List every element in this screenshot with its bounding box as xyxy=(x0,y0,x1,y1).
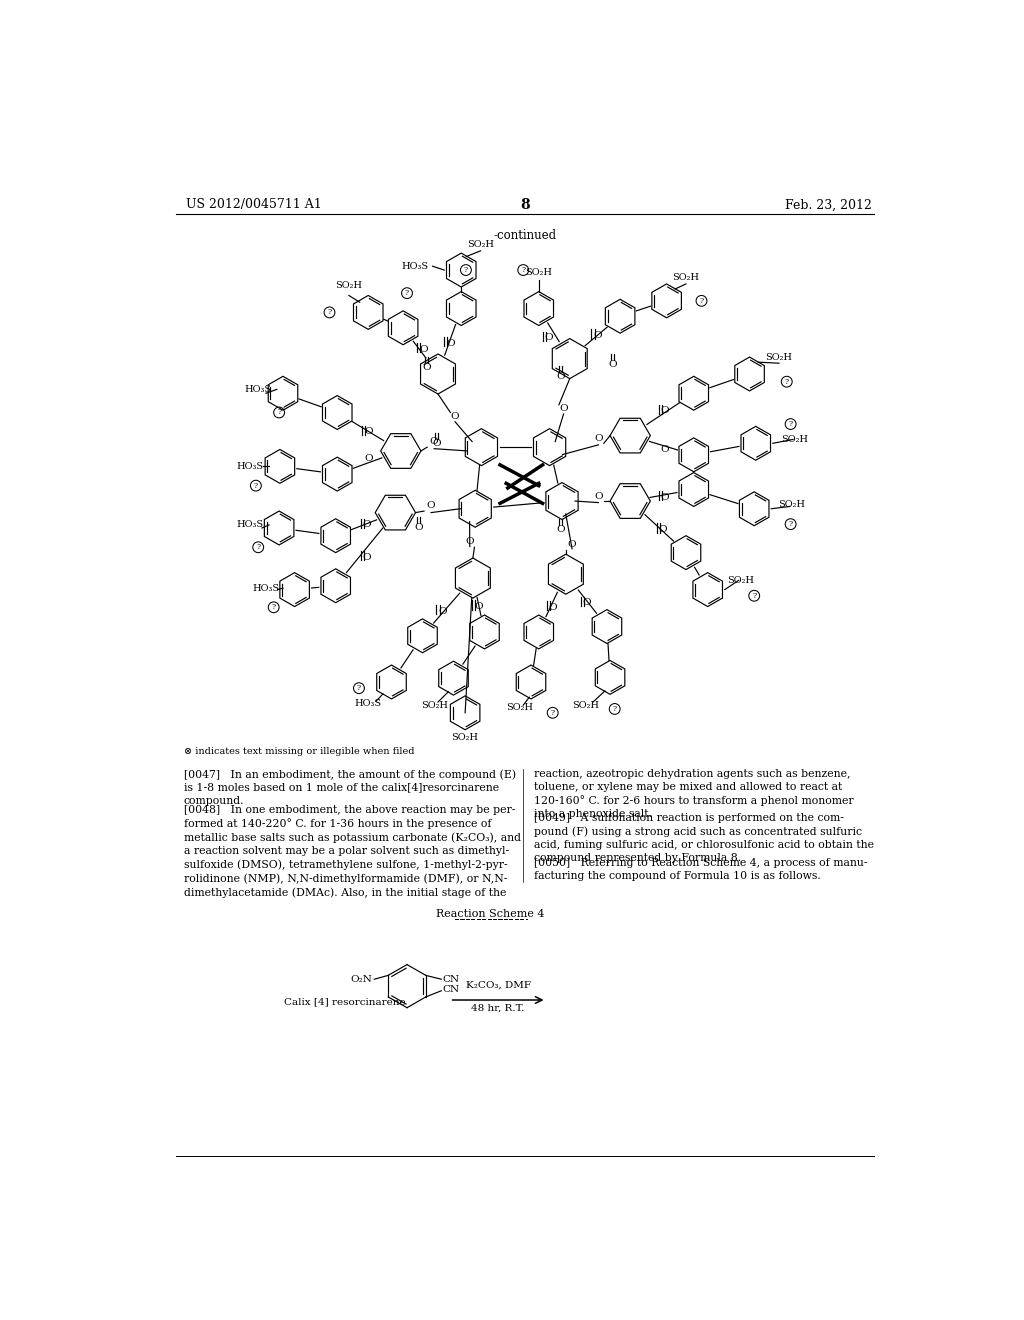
Text: O: O xyxy=(362,553,371,562)
Text: ⊗ indicates text missing or illegible when filed: ⊗ indicates text missing or illegible wh… xyxy=(183,747,415,756)
Text: O: O xyxy=(451,412,460,421)
Text: Feb. 23, 2012: Feb. 23, 2012 xyxy=(785,198,872,211)
Text: -continued: -continued xyxy=(494,230,556,243)
Text: SO₂H: SO₂H xyxy=(467,240,495,249)
Text: Calix [4] resorcinarene: Calix [4] resorcinarene xyxy=(285,998,406,1007)
Text: US 2012/0045711 A1: US 2012/0045711 A1 xyxy=(186,198,322,211)
Text: O: O xyxy=(660,445,670,454)
Text: ?: ? xyxy=(788,520,793,528)
Text: ?: ? xyxy=(328,309,332,317)
Text: SO₂H: SO₂H xyxy=(336,281,362,290)
Text: O: O xyxy=(432,438,440,447)
Text: O: O xyxy=(549,603,557,611)
Text: O: O xyxy=(420,345,428,354)
Text: SO₂H: SO₂H xyxy=(766,352,793,362)
Text: O: O xyxy=(559,404,568,413)
Text: O: O xyxy=(608,360,616,370)
Text: ?: ? xyxy=(753,591,757,599)
Text: SO₂H: SO₂H xyxy=(778,500,805,510)
Text: O: O xyxy=(362,520,371,529)
Text: O: O xyxy=(660,492,670,502)
Text: O: O xyxy=(427,502,435,510)
Text: SO₂H: SO₂H xyxy=(571,701,599,710)
Text: ?: ? xyxy=(551,709,555,717)
Text: K₂CO₃, DMF: K₂CO₃, DMF xyxy=(466,981,530,990)
Text: O: O xyxy=(660,407,670,416)
Text: O: O xyxy=(593,331,602,341)
Text: O: O xyxy=(438,607,446,615)
Text: ?: ? xyxy=(278,408,282,417)
Text: O: O xyxy=(594,434,603,444)
Text: SO₂H: SO₂H xyxy=(421,701,447,710)
Text: HO₃S: HO₃S xyxy=(401,261,428,271)
Text: [0049]   A sulfonation reaction is performed on the com-
pound (F) using a stron: [0049] A sulfonation reaction is perform… xyxy=(535,813,874,863)
Text: ?: ? xyxy=(256,544,260,552)
Text: HO₃S: HO₃S xyxy=(252,583,280,593)
Text: ?: ? xyxy=(254,482,258,490)
Text: HO₃S: HO₃S xyxy=(354,700,382,708)
Text: O: O xyxy=(422,363,431,372)
Text: CN: CN xyxy=(442,986,460,994)
Text: SO₂H: SO₂H xyxy=(727,576,754,585)
Text: SO₂H: SO₂H xyxy=(673,273,699,282)
Text: SO₂H: SO₂H xyxy=(506,704,532,711)
Text: SO₂H: SO₂H xyxy=(781,436,808,444)
Text: reaction, azeotropic dehydration agents such as benzene,
toluene, or xylene may : reaction, azeotropic dehydration agents … xyxy=(535,770,854,820)
Text: O: O xyxy=(446,339,456,347)
Text: O₂N: O₂N xyxy=(351,974,373,983)
Text: Reaction Scheme 4: Reaction Scheme 4 xyxy=(436,909,545,919)
Text: O: O xyxy=(364,428,373,436)
Text: SO₂H: SO₂H xyxy=(525,268,552,277)
Text: O: O xyxy=(556,372,565,380)
Text: O: O xyxy=(466,537,474,546)
Text: O: O xyxy=(430,437,438,446)
Text: O: O xyxy=(556,525,565,535)
Text: O: O xyxy=(594,492,603,500)
Text: O: O xyxy=(545,334,553,342)
Text: ?: ? xyxy=(699,297,703,305)
Text: HO₃S: HO₃S xyxy=(237,462,264,471)
Text: ?: ? xyxy=(357,684,361,692)
Text: O: O xyxy=(567,540,577,549)
Text: O: O xyxy=(474,602,482,611)
Text: CN: CN xyxy=(442,974,460,983)
Text: ?: ? xyxy=(784,378,788,385)
Text: [0050]   Referring to Reaction Scheme 4, a process of manu-
facturing the compou: [0050] Referring to Reaction Scheme 4, a… xyxy=(535,858,867,880)
Text: O: O xyxy=(364,454,373,463)
Text: ?: ? xyxy=(788,420,793,428)
Text: [0048]   In one embodiment, the above reaction may be per-
formed at 140-220° C.: [0048] In one embodiment, the above reac… xyxy=(183,805,521,898)
Text: ?: ? xyxy=(271,603,275,611)
Text: O: O xyxy=(658,525,667,535)
Text: ?: ? xyxy=(404,289,409,297)
Text: 48 hr, R.T.: 48 hr, R.T. xyxy=(471,1003,524,1012)
Text: ?: ? xyxy=(521,267,525,275)
Text: ?: ? xyxy=(464,267,468,275)
Text: O: O xyxy=(583,598,591,607)
Text: ?: ? xyxy=(612,705,616,713)
Text: HO₃S: HO₃S xyxy=(237,520,264,529)
Text: HO₃S: HO₃S xyxy=(245,385,271,393)
Text: 8: 8 xyxy=(520,198,529,213)
Text: SO₂H: SO₂H xyxy=(452,733,478,742)
Text: O: O xyxy=(415,524,423,532)
Text: [0047]   In an embodiment, the amount of the compound (E)
is 1-8 moles based on : [0047] In an embodiment, the amount of t… xyxy=(183,770,516,805)
